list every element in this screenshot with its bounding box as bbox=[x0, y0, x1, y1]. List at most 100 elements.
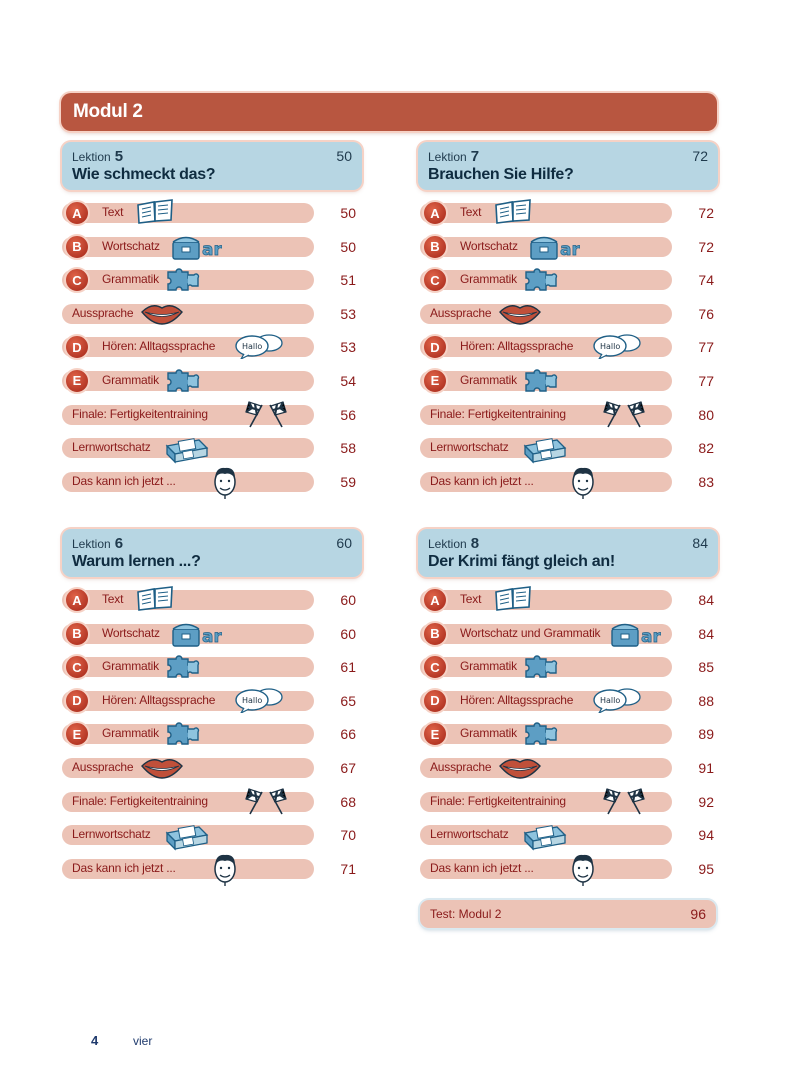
row-page: 94 bbox=[698, 827, 714, 844]
word-chest-icon: ar bbox=[170, 233, 223, 266]
list-item[interactable]: Finale: Fertigkeitentraining 92 bbox=[420, 786, 714, 820]
book-icon bbox=[135, 586, 175, 617]
row-page: 51 bbox=[340, 272, 356, 289]
row-page: 70 bbox=[340, 827, 356, 844]
lektion-label: Lektion bbox=[428, 150, 467, 164]
lektion-number: 6 bbox=[114, 535, 124, 552]
row-bar bbox=[62, 757, 314, 778]
row-page: 80 bbox=[698, 406, 714, 423]
list-item[interactable]: Finale: Fertigkeitentraining 56 bbox=[62, 399, 356, 433]
list-item[interactable]: A Text 72 bbox=[420, 197, 714, 231]
row-page: 76 bbox=[698, 305, 714, 322]
section-badge: D bbox=[422, 334, 448, 361]
section-badge: E bbox=[64, 721, 90, 748]
list-item[interactable]: C Grammatik 74 bbox=[420, 264, 714, 298]
list-item[interactable]: Aussprache 53 bbox=[62, 298, 356, 332]
row-label: Lernwortschatz bbox=[72, 827, 151, 842]
list-item[interactable]: Das kann ich jetzt ... 59 bbox=[62, 466, 356, 500]
puzzle-icon bbox=[164, 720, 200, 753]
svg-text:Hallo: Hallo bbox=[242, 696, 262, 705]
list-item[interactable]: A Text 84 bbox=[420, 584, 714, 618]
row-label: Wortschatz und Grammatik bbox=[460, 625, 601, 640]
list-item[interactable]: E Grammatik 77 bbox=[420, 365, 714, 399]
list-item[interactable]: D Hören: Alltagssprache Hallo 77 bbox=[420, 331, 714, 365]
list-item[interactable]: Aussprache 91 bbox=[420, 752, 714, 786]
section-badge: A bbox=[64, 200, 90, 226]
row-bar bbox=[420, 203, 672, 223]
list-item[interactable]: D Hören: Alltagssprache Hallo 65 bbox=[62, 685, 356, 719]
svg-text:ar: ar bbox=[641, 627, 661, 647]
list-item[interactable]: Lernwortschatz 58 bbox=[62, 432, 356, 466]
list-item[interactable]: B Wortschatz ar 60 bbox=[62, 618, 356, 652]
svg-text:Hallo: Hallo bbox=[242, 342, 262, 351]
speech-bubble-icon: Hallo bbox=[234, 333, 284, 364]
row-label: Das kann ich jetzt ... bbox=[72, 860, 176, 875]
list-item[interactable]: Finale: Fertigkeitentraining 80 bbox=[420, 399, 714, 433]
lektion-number: 8 bbox=[470, 535, 480, 552]
list-item[interactable]: Lernwortschatz 70 bbox=[62, 819, 356, 853]
row-page: 84 bbox=[698, 592, 714, 608]
row-page: 67 bbox=[340, 759, 356, 776]
section-badge: B bbox=[422, 233, 448, 260]
list-item[interactable]: Finale: Fertigkeitentraining 68 bbox=[62, 786, 356, 820]
face-icon bbox=[568, 465, 598, 504]
lektion-label: Lektion bbox=[72, 150, 111, 164]
row-page: 58 bbox=[340, 440, 356, 457]
row-label: Grammatik bbox=[460, 659, 517, 674]
lips-icon bbox=[498, 754, 542, 785]
row-label: Text bbox=[460, 592, 482, 606]
row-page: 66 bbox=[340, 726, 356, 743]
list-item[interactable]: B Wortschatz ar 72 bbox=[420, 231, 714, 265]
list-item[interactable]: E Grammatik 54 bbox=[62, 365, 356, 399]
row-label: Grammatik bbox=[460, 372, 517, 387]
modul-header: Modul 2 bbox=[61, 93, 717, 131]
row-bar bbox=[420, 623, 672, 644]
section-badge: E bbox=[422, 721, 448, 748]
row-page: 72 bbox=[698, 238, 714, 255]
row-page: 85 bbox=[698, 659, 714, 676]
list-item[interactable]: B Wortschatz und Grammatik ar 84 bbox=[420, 618, 714, 652]
section-badge: D bbox=[64, 334, 90, 361]
list-item[interactable]: E Grammatik 89 bbox=[420, 718, 714, 752]
row-page: 68 bbox=[340, 793, 356, 810]
book-icon bbox=[493, 586, 533, 617]
row-page: 89 bbox=[698, 726, 714, 743]
word-chest-icon: ar bbox=[528, 233, 581, 266]
list-item[interactable]: Lernwortschatz 94 bbox=[420, 819, 714, 853]
row-label: Aussprache bbox=[430, 759, 492, 774]
lektion-number: 5 bbox=[114, 148, 124, 165]
list-item[interactable]: C Grammatik 61 bbox=[62, 651, 356, 685]
list-item[interactable]: C Grammatik 51 bbox=[62, 264, 356, 298]
list-item[interactable]: E Grammatik 66 bbox=[62, 718, 356, 752]
list-item[interactable]: C Grammatik 85 bbox=[420, 651, 714, 685]
list-item[interactable]: Lernwortschatz 82 bbox=[420, 432, 714, 466]
list-item[interactable]: Das kann ich jetzt ... 83 bbox=[420, 466, 714, 500]
row-label: Hören: Alltagssprache bbox=[460, 692, 574, 707]
row-page: 92 bbox=[698, 793, 714, 810]
row-bar bbox=[420, 303, 672, 324]
row-page: 60 bbox=[340, 625, 356, 642]
row-page: 56 bbox=[340, 406, 356, 423]
row-bar bbox=[62, 303, 314, 324]
list-item[interactable]: D Hören: Alltagssprache Hallo 53 bbox=[62, 331, 356, 365]
test-modul-entry[interactable]: Test: Modul 2 96 bbox=[420, 900, 716, 928]
svg-text:ar: ar bbox=[202, 627, 222, 647]
row-label: Wortschatz bbox=[460, 238, 518, 253]
word-chest-icon: ar bbox=[609, 620, 662, 653]
list-item[interactable]: Das kann ich jetzt ... 71 bbox=[62, 853, 356, 887]
puzzle-icon bbox=[522, 266, 558, 299]
list-item[interactable]: B Wortschatz ar 50 bbox=[62, 231, 356, 265]
list-item[interactable]: Aussprache 76 bbox=[420, 298, 714, 332]
list-item[interactable]: D Hören: Alltagssprache Hallo 88 bbox=[420, 685, 714, 719]
row-bar bbox=[420, 590, 672, 610]
puzzle-icon bbox=[164, 653, 200, 686]
list-item[interactable]: A Text 60 bbox=[62, 584, 356, 618]
row-label: Grammatik bbox=[460, 272, 517, 287]
row-label: Das kann ich jetzt ... bbox=[72, 473, 176, 488]
row-page: 65 bbox=[340, 692, 356, 709]
list-item[interactable]: A Text 50 bbox=[62, 197, 356, 231]
list-item[interactable]: Aussprache 67 bbox=[62, 752, 356, 786]
book-icon bbox=[135, 199, 175, 230]
list-item[interactable]: Das kann ich jetzt ... 95 bbox=[420, 853, 714, 887]
row-label: Aussprache bbox=[72, 305, 134, 320]
